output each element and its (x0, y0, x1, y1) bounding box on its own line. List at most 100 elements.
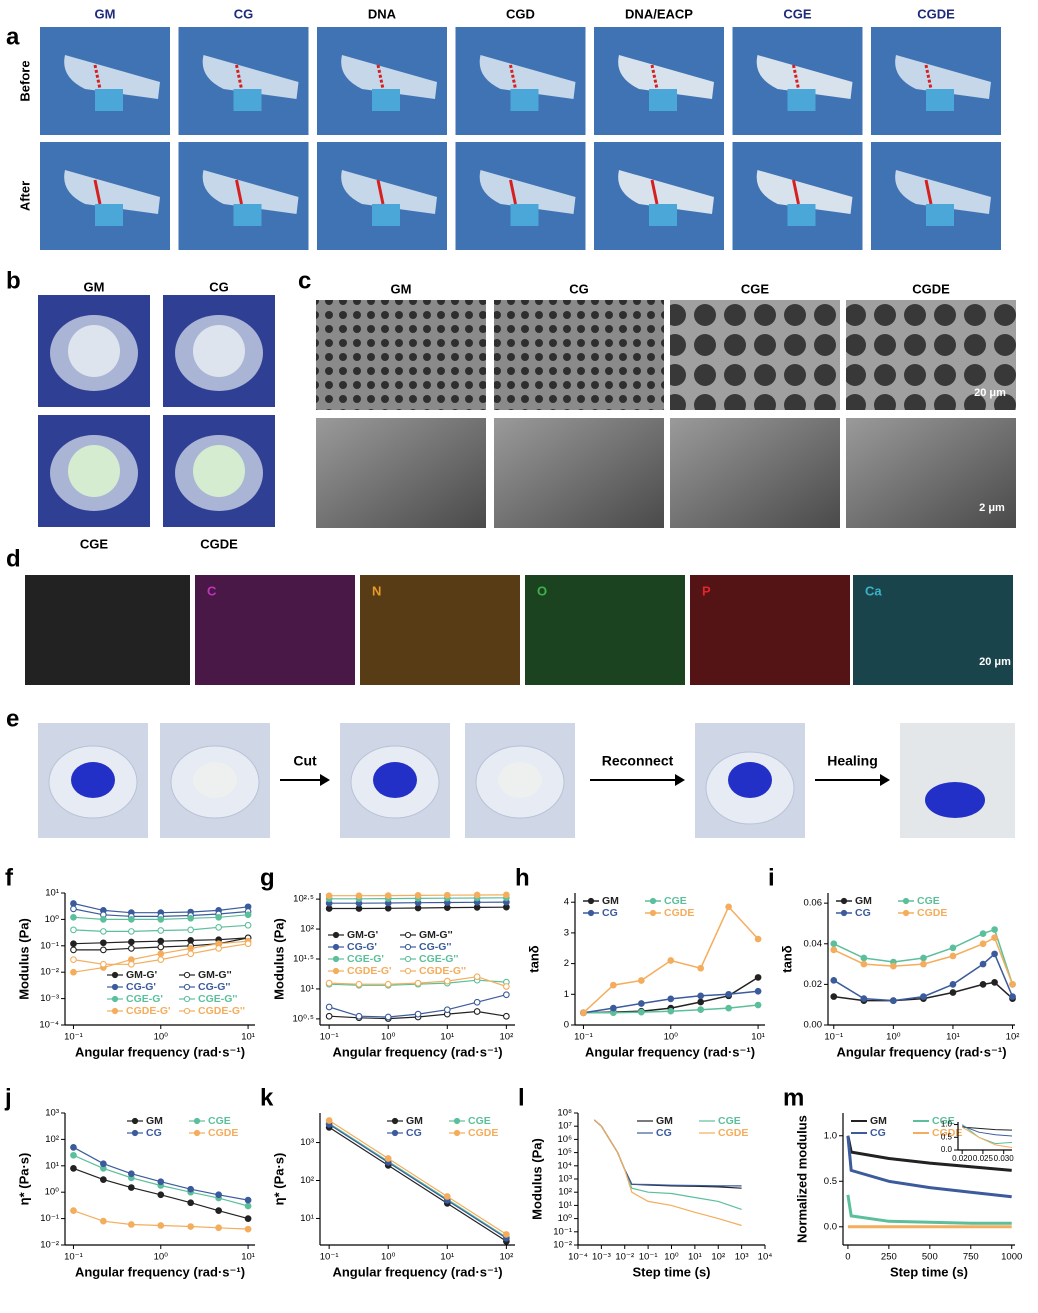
clip (649, 204, 677, 226)
data-point (127, 1221, 135, 1228)
data-point (325, 905, 333, 912)
data-point (754, 1001, 762, 1009)
legend-marker (404, 955, 412, 963)
data-point (215, 913, 222, 921)
tube (479, 170, 576, 214)
data-point (157, 937, 165, 945)
label: 10⁻³ (592, 1252, 611, 1263)
clip (649, 89, 677, 111)
data-point (244, 940, 252, 948)
label: C (207, 583, 217, 598)
label: 0.020 (952, 1154, 973, 1163)
label: 10⁻¹ (40, 940, 59, 951)
gel (193, 762, 237, 798)
label: 10¹ (300, 1213, 314, 1224)
data-point (100, 1160, 107, 1168)
label: 10⁵ (557, 1147, 572, 1158)
gel (71, 762, 115, 798)
tube (341, 170, 437, 214)
data-point (157, 943, 165, 951)
clip (510, 89, 539, 111)
label: 10³ (300, 1137, 314, 1148)
clip (372, 89, 400, 111)
arrow-head (320, 774, 330, 786)
clip (233, 89, 262, 111)
legend-marker (332, 931, 340, 939)
tube (64, 170, 160, 214)
label: f (5, 864, 14, 891)
data-point (991, 934, 998, 942)
label: Angular frequency (rad·s⁻¹) (836, 1044, 1006, 1059)
data-point (667, 1007, 675, 1015)
label: CG (209, 279, 229, 294)
data-point (127, 1170, 135, 1178)
eds-map (360, 575, 520, 685)
clip (787, 89, 816, 111)
legend-marker (391, 1129, 399, 1137)
label: CGE (932, 1115, 955, 1127)
label: 10⁰ (381, 1252, 396, 1263)
label: 10¹ (300, 983, 314, 994)
data-point (157, 927, 165, 934)
label: 0 (845, 1252, 850, 1263)
label: 4 (564, 897, 569, 908)
label: CGDE-G' (347, 965, 392, 977)
legend-marker (404, 943, 412, 951)
label: g (260, 864, 275, 891)
legend-marker (332, 943, 340, 951)
series-line (328, 1123, 507, 1239)
label: 2 (564, 958, 569, 969)
label: 10⁰ (664, 1252, 679, 1263)
label: CGDE (200, 536, 238, 551)
data-point (187, 926, 195, 934)
legend-marker (453, 1117, 461, 1125)
photo (900, 723, 1015, 838)
label: 10⁴ (557, 1160, 572, 1171)
series-line (328, 1126, 507, 1242)
data-point (215, 945, 222, 952)
label: Healing (827, 753, 878, 769)
label: CG (146, 1127, 162, 1139)
clip (926, 204, 954, 226)
tube (756, 170, 853, 214)
data-point (244, 1215, 252, 1222)
sem-image (670, 418, 840, 528)
data-point (860, 960, 868, 968)
data-point (187, 945, 195, 952)
label: d (6, 545, 21, 572)
label: P (702, 583, 711, 598)
gel (193, 325, 245, 377)
label: 10⁰ (886, 1032, 901, 1043)
legend-marker (111, 1007, 119, 1015)
legend-marker (332, 967, 340, 975)
label: 0 (564, 1020, 569, 1031)
label: 10⁻¹ (320, 1252, 339, 1263)
label: Step time (s) (890, 1264, 968, 1279)
label: Before (17, 60, 32, 101)
label: GM (406, 1115, 423, 1127)
mark-line (235, 64, 243, 90)
label: 0.025 (973, 1154, 994, 1163)
data-point (830, 993, 838, 1000)
legend-marker (902, 909, 910, 917)
data-point (244, 1225, 252, 1233)
legend-marker (391, 1117, 399, 1125)
sem-image (494, 418, 664, 528)
data-point (100, 928, 107, 935)
label: CG (870, 1127, 886, 1139)
label: GM-G'' (198, 969, 232, 981)
eds-map (690, 575, 850, 685)
label: 10² (711, 1252, 725, 1263)
label: 3 (564, 927, 569, 938)
data-point (503, 991, 510, 999)
legend-marker (131, 1117, 139, 1125)
data-point (127, 928, 135, 935)
label: 10³ (558, 1174, 572, 1185)
data-point (325, 1012, 333, 1020)
label: Step time (s) (632, 1264, 710, 1279)
label: Normalized modulus (794, 1115, 809, 1243)
label: 10⁻² (553, 1240, 572, 1251)
data-point (127, 1184, 135, 1191)
eds-tint (853, 575, 1013, 685)
data-point (70, 946, 77, 954)
